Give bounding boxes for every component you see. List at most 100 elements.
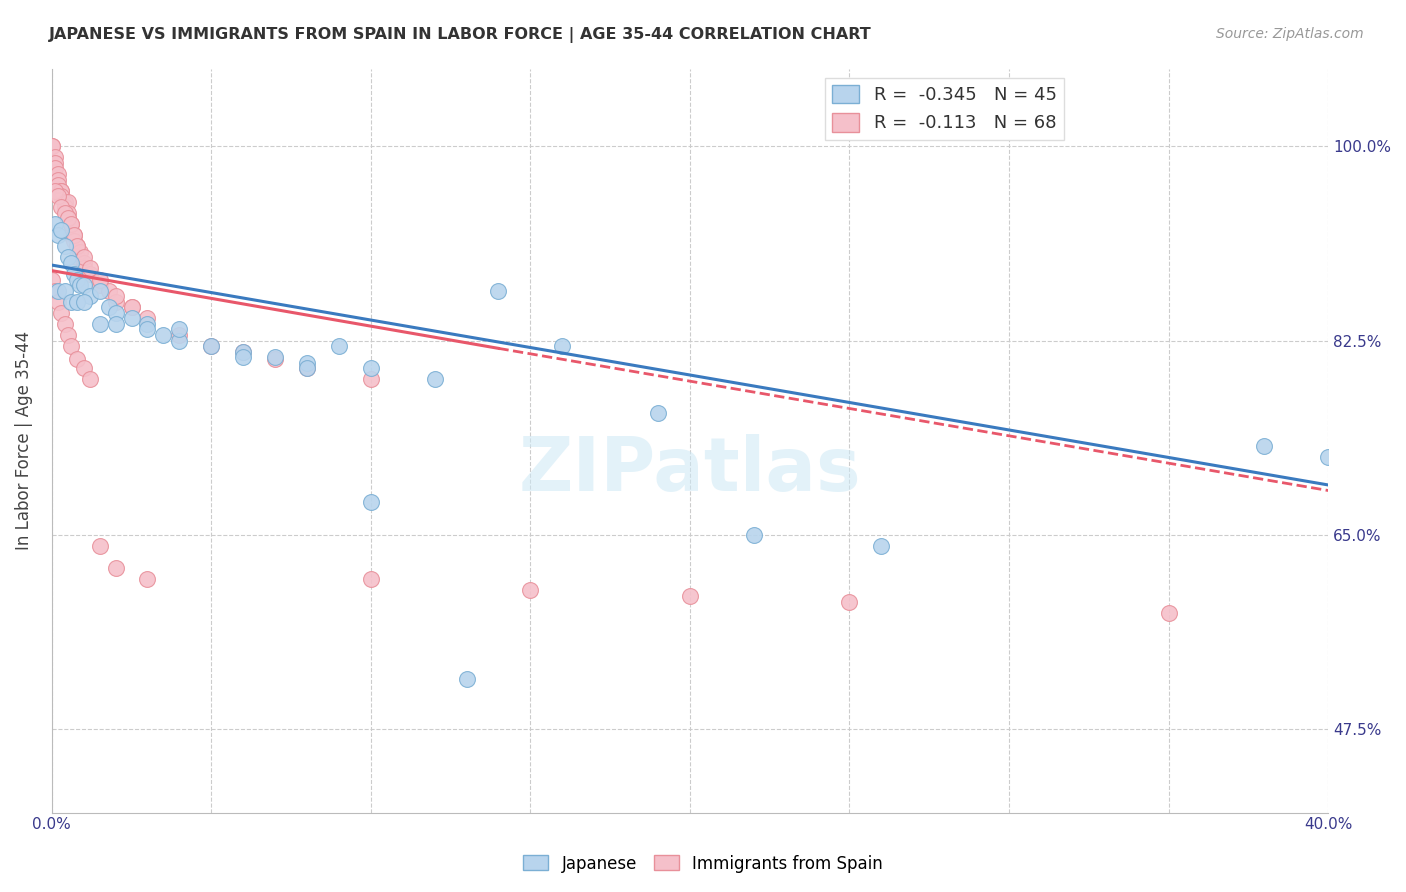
Point (56, 328, 79, 343)
Point (121, 311, 143, 326)
Point (647, 406, 669, 420)
Point (89, 284, 111, 298)
Point (519, 583, 541, 598)
Point (56, 250, 79, 264)
Point (328, 339, 350, 353)
Point (53, 206, 76, 220)
Legend: R =  -0.345   N = 45, R =  -0.113   N = 68: R = -0.345 N = 45, R = -0.113 N = 68 (825, 78, 1064, 140)
Text: JAPANESE VS IMMIGRANTS FROM SPAIN IN LABOR FORCE | AGE 35-44 CORRELATION CHART: JAPANESE VS IMMIGRANTS FROM SPAIN IN LAB… (49, 27, 872, 43)
Point (104, 317, 127, 331)
Point (53, 239, 76, 253)
Text: ZIPatlas: ZIPatlas (519, 434, 862, 507)
Point (1317, 450, 1340, 465)
Point (73, 361, 96, 376)
Point (360, 572, 382, 586)
Point (89, 539, 111, 553)
Point (264, 352, 287, 367)
Point (59, 217, 82, 231)
Point (53, 200, 76, 214)
Point (838, 594, 860, 608)
Point (169, 322, 191, 336)
Point (63, 267, 86, 281)
Point (59, 294, 82, 309)
Point (136, 311, 159, 326)
Point (69, 244, 91, 259)
Point (51, 184, 73, 198)
Point (89, 272, 111, 286)
Point (104, 289, 127, 303)
Point (742, 528, 765, 542)
Text: Source: ZipAtlas.com: Source: ZipAtlas.com (1216, 27, 1364, 41)
Point (1157, 606, 1180, 620)
Point (200, 339, 222, 353)
Point (69, 278, 91, 293)
Point (360, 361, 382, 376)
Point (121, 300, 143, 314)
Point (44, 184, 66, 198)
Point (66, 272, 89, 286)
Point (423, 372, 446, 386)
Point (44, 156, 66, 170)
Point (152, 328, 174, 343)
Point (44, 284, 66, 298)
Point (169, 328, 191, 343)
Point (66, 352, 89, 367)
Point (551, 339, 574, 353)
Point (66, 239, 89, 253)
Point (295, 361, 318, 376)
Point (56, 211, 79, 226)
Point (51, 222, 73, 236)
Point (56, 194, 79, 209)
Point (456, 673, 478, 687)
Point (89, 278, 111, 293)
Point (295, 361, 318, 376)
Point (232, 344, 254, 359)
Point (56, 206, 79, 220)
Point (295, 356, 318, 370)
Point (232, 344, 254, 359)
Point (51, 306, 73, 320)
Point (51, 184, 73, 198)
Point (63, 228, 86, 243)
Point (46, 189, 69, 203)
Point (98, 300, 121, 314)
Point (1253, 439, 1275, 453)
Point (360, 494, 382, 508)
Point (73, 250, 96, 264)
Point (98, 284, 121, 298)
Point (46, 167, 69, 181)
Legend: Japanese, Immigrants from Spain: Japanese, Immigrants from Spain (516, 848, 890, 880)
Point (79, 372, 101, 386)
Point (46, 284, 69, 298)
Point (104, 294, 127, 309)
Y-axis label: In Labor Force | Age 35-44: In Labor Force | Age 35-44 (15, 331, 32, 550)
Point (44, 217, 66, 231)
Point (66, 250, 89, 264)
Point (59, 339, 82, 353)
Point (79, 261, 101, 276)
Point (46, 172, 69, 186)
Point (44, 150, 66, 164)
Point (66, 294, 89, 309)
Point (104, 306, 127, 320)
Point (360, 372, 382, 386)
Point (73, 278, 96, 293)
Point (44, 161, 66, 176)
Point (41, 272, 63, 286)
Point (73, 261, 96, 276)
Point (66, 239, 89, 253)
Point (73, 256, 96, 270)
Point (63, 234, 86, 248)
Point (41, 139, 63, 153)
Point (264, 350, 287, 364)
Point (679, 589, 702, 603)
Point (46, 228, 69, 243)
Point (104, 561, 127, 575)
Point (46, 178, 69, 193)
Point (79, 267, 101, 281)
Point (46, 294, 69, 309)
Point (870, 539, 893, 553)
Point (136, 572, 159, 586)
Point (73, 294, 96, 309)
Point (121, 300, 143, 314)
